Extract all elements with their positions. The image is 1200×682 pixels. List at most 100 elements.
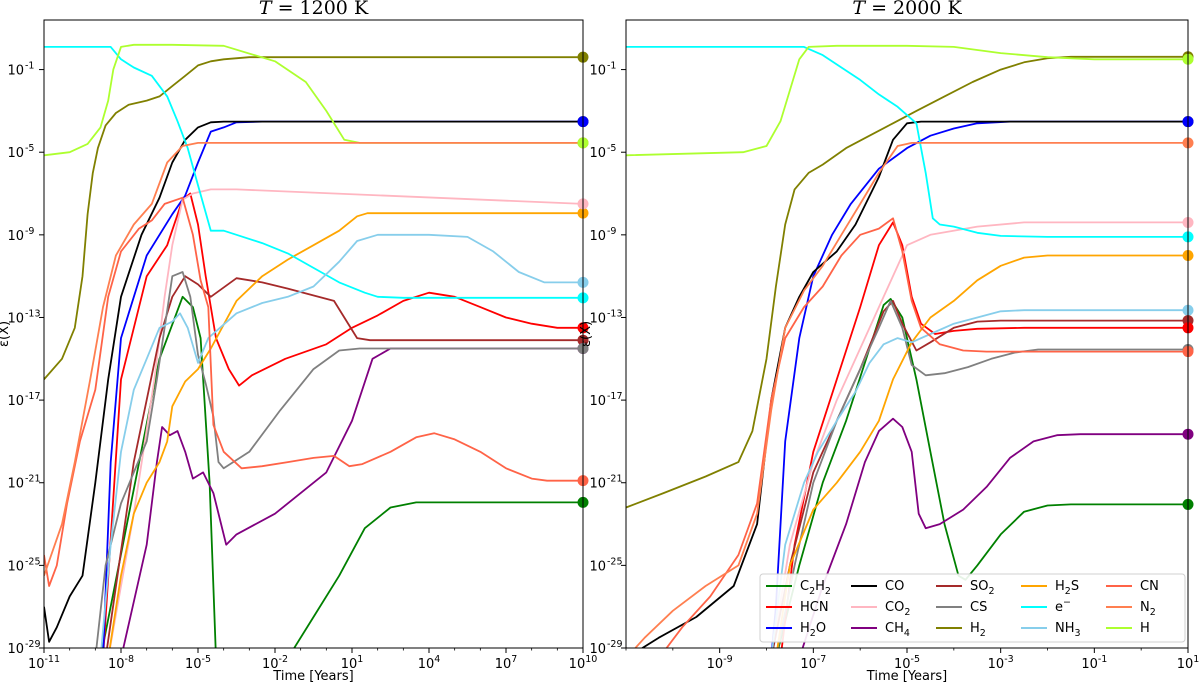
panel-1: T = 1200 K10-11 10-8 10-5 10-2 101 104 107 1010… — [0, 0, 597, 682]
y-tick-label: 10 — [589, 642, 606, 657]
x-tick-label: 10-1 — [1081, 654, 1107, 672]
series-line-c2h2 — [777, 298, 1188, 648]
legend-label: SO2 — [970, 579, 995, 597]
series-line-h — [626, 44, 1188, 157]
series-line-c2h2-late — [293, 501, 583, 648]
series-line-cn-main — [665, 217, 1188, 648]
x-tick-label: 10-5 — [894, 654, 920, 672]
x-axis-label: Time [Years] — [866, 669, 947, 682]
y-axis-label: ε(X) — [0, 321, 12, 347]
y-tick-label: 10 — [589, 64, 606, 79]
y-tick-exponent: -25 — [607, 556, 623, 567]
x-tick-label: 10-8 — [108, 654, 134, 672]
legend-label: e− — [1055, 597, 1071, 615]
y-tick-exponent: -13 — [607, 308, 623, 319]
y-tick-exponent: -17 — [25, 391, 41, 402]
series-line-co — [640, 120, 1188, 648]
series-line-nh3 — [100, 233, 583, 648]
legend-label: H2 — [970, 621, 986, 639]
chart-title: T = 2000 K — [852, 0, 962, 19]
y-tick-label: 10 — [589, 229, 606, 244]
legend-label: H — [1140, 621, 1150, 636]
series-line-co — [44, 120, 583, 643]
y-tick-label: 10 — [7, 64, 24, 79]
x-tick-label: 10-5 — [185, 654, 211, 672]
y-tick-label: 10 — [589, 394, 606, 409]
legend-label: C2H2 — [800, 579, 831, 597]
y-tick-exponent: -9 — [607, 226, 616, 237]
legend-label: H2O — [800, 621, 826, 639]
y-axis-label: ε(X) — [579, 321, 594, 347]
x-tick-label: 10-11 — [28, 654, 60, 672]
legend-box — [759, 573, 1186, 643]
legend-label: CO — [885, 579, 904, 594]
series-group — [44, 43, 583, 648]
x-tick-label: 10-2 — [262, 654, 288, 672]
y-tick-label: 10 — [7, 146, 24, 161]
series-line-h2 — [44, 56, 583, 380]
series-line-h2o — [771, 120, 1188, 648]
y-tick-exponent: -29 — [607, 639, 623, 650]
series-line-n2 — [44, 142, 583, 576]
y-tick-exponent: -25 — [25, 556, 41, 567]
y-tick-exponent: -1 — [607, 61, 616, 72]
series-group — [626, 44, 1188, 648]
y-tick-label: 10 — [589, 477, 606, 492]
series-line-h2 — [626, 55, 1188, 509]
y-tick-label: 10 — [7, 311, 24, 326]
x-tick-label: 10-9 — [707, 654, 733, 672]
series-line-so2 — [106, 275, 583, 648]
series-line-hcn — [102, 192, 583, 648]
x-tick-label: 101 — [1177, 654, 1200, 672]
y-tick-exponent: -5 — [607, 143, 616, 154]
chart-title: T = 1200 K — [259, 0, 369, 19]
series-line-cs — [95, 271, 583, 648]
series-line-cn — [626, 647, 628, 648]
x-tick-label: 10-3 — [988, 654, 1014, 672]
series-line-cn — [44, 196, 583, 587]
legend-label: HCN — [800, 600, 829, 615]
series-line-cs — [777, 300, 1188, 648]
series-line-n2 — [634, 142, 1188, 648]
x-tick-label: 101 — [341, 654, 364, 672]
y-tick-label: 10 — [589, 146, 606, 161]
y-tick-exponent: -21 — [25, 474, 41, 485]
x-tick-label: 104 — [418, 654, 441, 672]
series-line-e- — [44, 46, 583, 299]
y-tick-exponent: -9 — [25, 226, 34, 237]
series-line-ch4 — [801, 417, 1188, 648]
x-axis-label: Time [Years] — [272, 669, 353, 682]
y-tick-exponent: -29 — [25, 639, 41, 650]
series-line-nh3 — [771, 309, 1188, 648]
x-tick-label: 10-7 — [800, 654, 826, 672]
legend-label: CS — [970, 600, 987, 615]
legend-label: NH3 — [1055, 621, 1081, 639]
legend-label: CH4 — [885, 621, 910, 639]
y-tick-exponent: -13 — [25, 308, 41, 319]
y-tick-exponent: -1 — [25, 61, 34, 72]
y-tick-exponent: -5 — [25, 143, 34, 154]
legend-label: CO2 — [885, 600, 910, 618]
y-tick-label: 10 — [7, 394, 24, 409]
legend-label: N2 — [1140, 600, 1156, 618]
x-tick-label: 107 — [495, 654, 518, 672]
y-tick-exponent: -17 — [607, 391, 623, 402]
y-tick-exponent: -21 — [607, 474, 623, 485]
series-line-h2o — [102, 120, 583, 648]
y-tick-label: 10 — [7, 559, 24, 574]
y-tick-label: 10 — [589, 559, 606, 574]
axes-frame — [43, 19, 584, 649]
legend-label: H2S — [1055, 579, 1079, 597]
legend-label: CN — [1140, 579, 1159, 594]
x-tick-label: 1010 — [569, 654, 598, 672]
series-line-co2 — [109, 188, 583, 648]
series-line-so2 — [772, 300, 1188, 648]
series-line-e- — [626, 46, 1188, 238]
y-tick-label: 10 — [589, 311, 606, 326]
series-line-h2s — [108, 212, 583, 648]
series-line-h — [44, 43, 583, 157]
series-line-hcn — [780, 221, 1188, 648]
